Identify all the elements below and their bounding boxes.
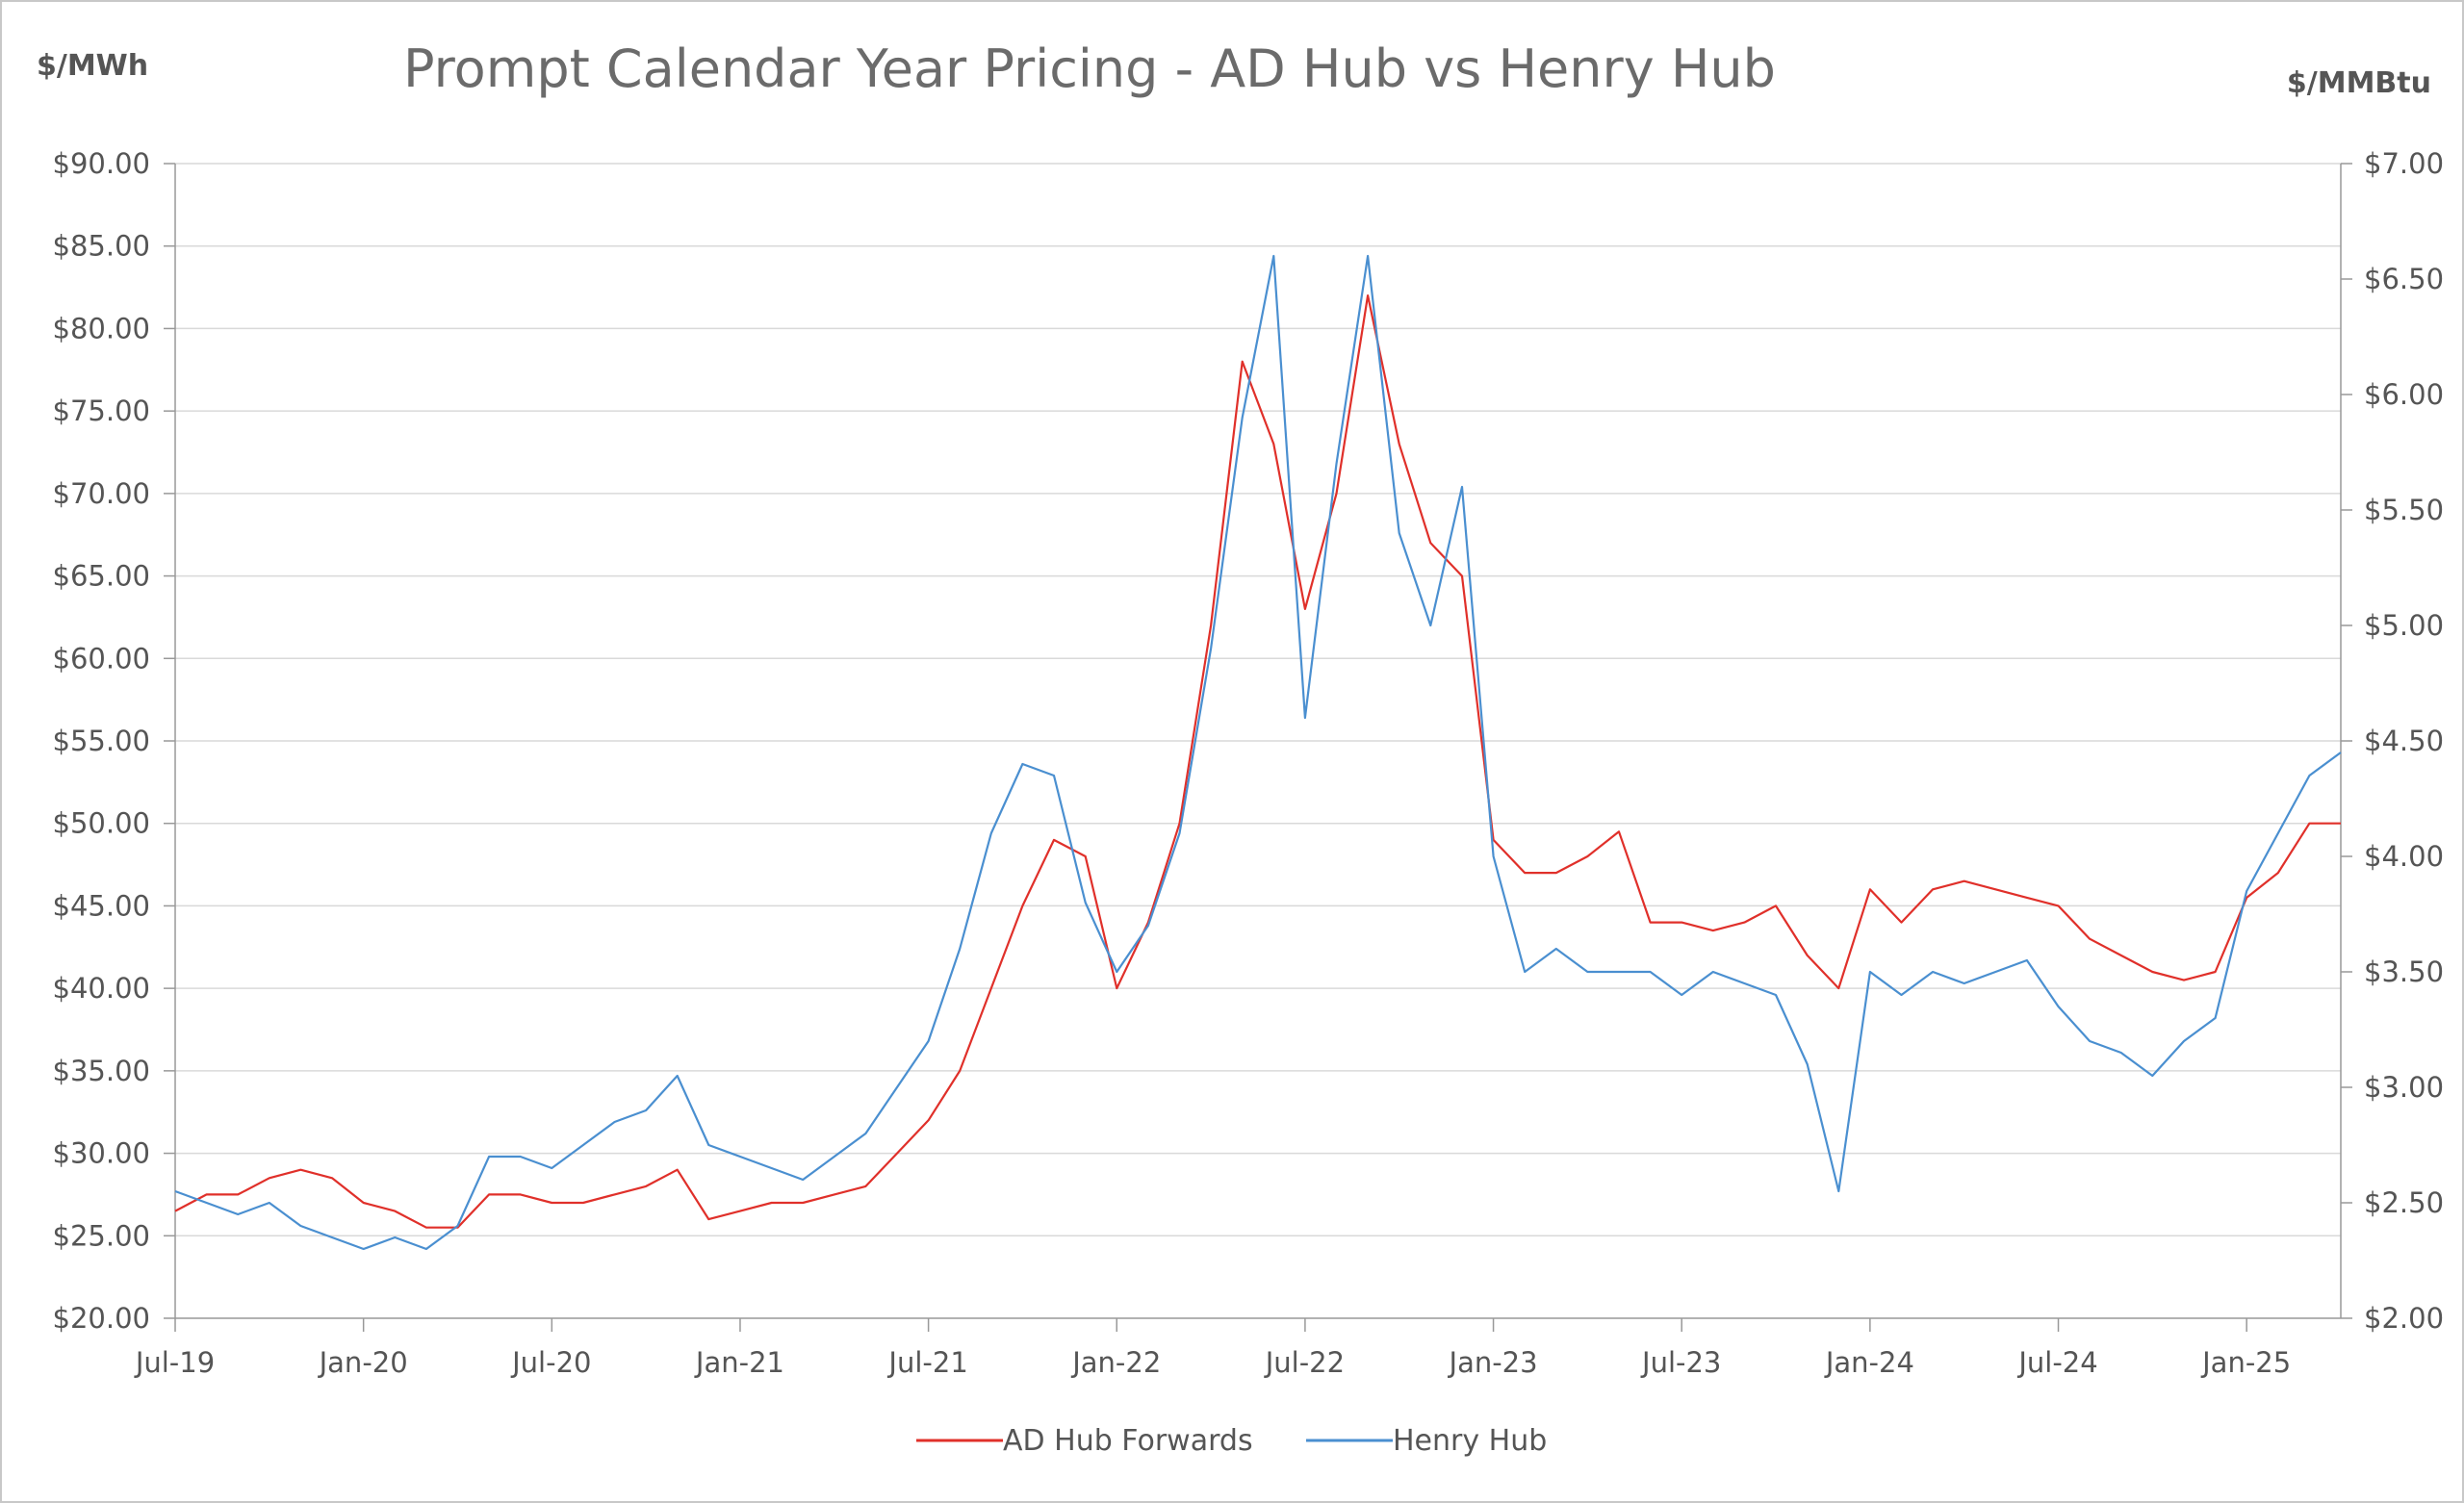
x-tick-label: Jan-24 [1824,1346,1914,1379]
left-tick-label: $40.00 [53,972,150,1005]
left-tick-label: $70.00 [53,477,150,510]
right-tick-label: $5.00 [2364,609,2444,642]
right-tick-label: $4.50 [2364,725,2444,757]
right-tick-label: $4.00 [2364,840,2444,873]
legend-label: AD Hub Forwards [1003,1424,1253,1458]
right-tick-label: $5.50 [2364,494,2444,526]
gridlines [175,163,2341,1237]
left-tick-label: $75.00 [53,395,150,427]
right-tick-label: $2.50 [2364,1186,2444,1219]
x-tick-label: Jul-20 [510,1346,591,1379]
left-tick-label: $20.00 [53,1302,150,1335]
legend: AD Hub Forwards Henry Hub [916,1424,1547,1458]
x-tick-label: Jul-19 [134,1346,215,1379]
chart-title: Prompt Calendar Year Pricing - AD Hub vs… [403,38,1776,99]
left-axis-unit: $/MWh [37,49,148,83]
x-tick-label: Jul-24 [2016,1346,2097,1379]
left-tick-label: $25.00 [53,1219,150,1252]
x-tick-label: Jan-21 [694,1346,784,1379]
right-tick-label: $6.50 [2364,263,2444,295]
left-tick-label: $35.00 [53,1055,150,1087]
right-tick-label: $7.00 [2364,147,2444,180]
right-tick-label: $6.00 [2364,378,2444,411]
right-axis-unit: $/MMBtu [2287,66,2431,100]
series-line-henry-hub [174,254,2342,1251]
x-tick-label: Jul-21 [886,1346,967,1379]
series-lines [174,254,2342,1251]
right-tick-label: $3.00 [2364,1071,2444,1104]
right-axis-ticks: $2.00 $2.50 $3.00 $3.50 $4.00 $4.50 $5.00 $5.50… [2341,147,2444,1335]
left-tick-label: $60.00 [53,642,150,675]
left-tick-label: $85.00 [53,230,150,263]
x-tick-label: Jan-23 [1448,1346,1538,1379]
legend-label: Henry Hub [1393,1424,1547,1458]
x-tick-label: Jul-22 [1264,1346,1345,1379]
series-line-ad-hub-forwards [174,294,2341,1229]
left-axis-ticks: $20.00 $25.00 $30.00 $35.00 $40.00 $45.00 $50.… [53,147,175,1335]
x-axis-ticks: Jul-19 Jan-20 Jul-20 Jan-21 Jul-21 Jan-22 Jul-… [134,1318,2291,1379]
left-tick-label: $65.00 [53,560,150,593]
left-tick-label: $90.00 [53,147,150,180]
left-tick-label: $55.00 [53,725,150,757]
left-tick-label: $45.00 [53,889,150,922]
x-tick-label: Jan-22 [1070,1346,1161,1379]
right-tick-label: $3.50 [2364,955,2444,988]
x-tick-label: Jan-25 [2200,1346,2291,1379]
left-tick-label: $30.00 [53,1137,150,1170]
x-tick-label: Jul-23 [1640,1346,1721,1379]
left-tick-label: $50.00 [53,807,150,840]
left-tick-label: $80.00 [53,312,150,344]
right-tick-label: $2.00 [2364,1302,2444,1335]
x-tick-label: Jan-20 [318,1346,408,1379]
